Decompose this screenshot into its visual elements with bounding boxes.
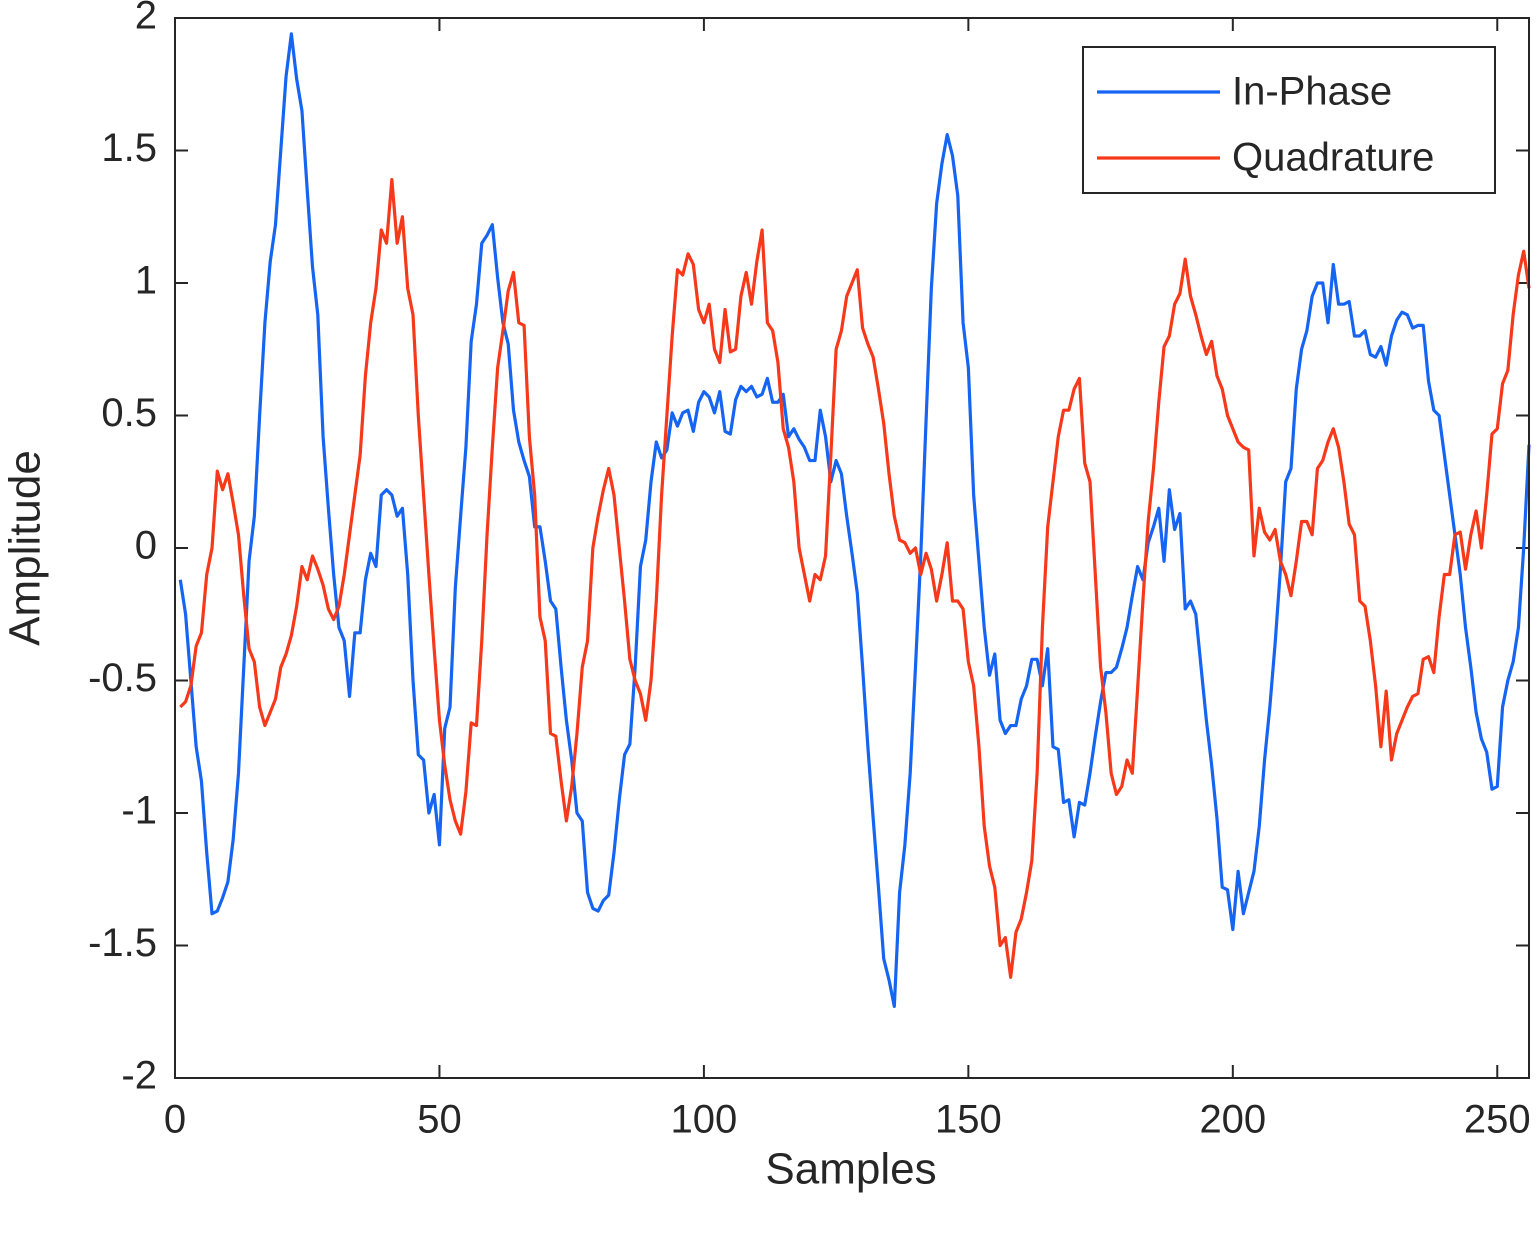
y-tick-label: -0.5 [88,656,157,700]
data-line [179,178,1531,979]
y-tick-label: -1 [121,789,157,833]
y-tick-label: -2 [121,1054,157,1098]
data-line [178,32,1531,1009]
y-tick-label: 0 [135,524,157,568]
x-tick-label: 0 [164,1098,186,1142]
legend-label: Quadrature [1232,136,1434,180]
x-tick-label: 150 [935,1098,1002,1142]
x-tick-label: 250 [1464,1098,1531,1142]
x-axis-label: Samples [765,1145,936,1194]
y-tick-label: 1.5 [101,126,157,170]
plot-box [174,17,1530,1079]
y-tick-label: -1.5 [88,921,157,965]
y-tick-label: 0.5 [101,391,157,435]
y-axis-label: Amplitude [1,450,50,646]
y-tick-label: 1 [135,259,157,303]
x-tick-label: 50 [417,1098,462,1142]
legend-label: In-Phase [1232,70,1392,114]
legend-box [1082,46,1496,194]
x-tick-label: 200 [1199,1098,1266,1142]
y-tick-label: 2 [135,0,157,38]
x-tick-label: 100 [671,1098,738,1142]
